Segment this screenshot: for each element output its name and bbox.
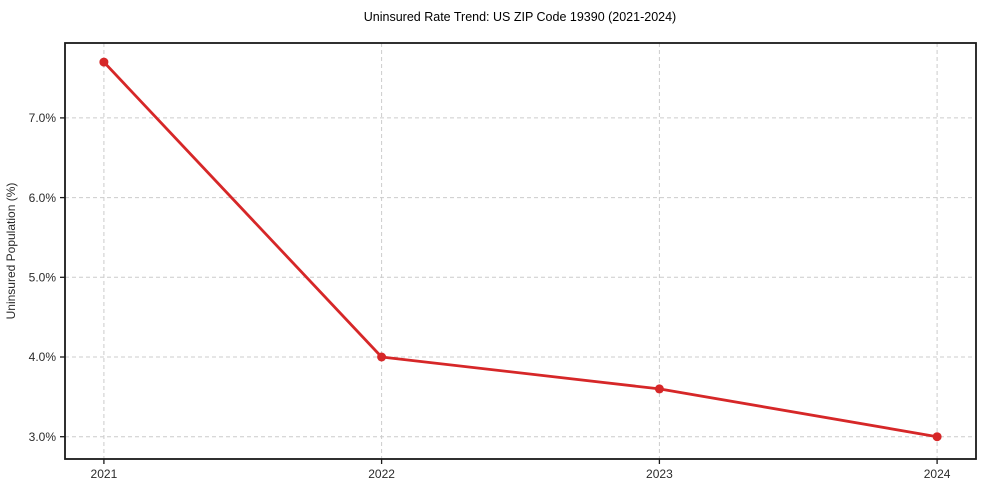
data-point-marker	[932, 432, 942, 442]
x-tick-label: 2021	[91, 467, 118, 481]
y-axis-label: Uninsured Population (%)	[4, 183, 18, 320]
x-tick-label: 2024	[924, 467, 951, 481]
y-tick-label: 7.0%	[29, 111, 57, 125]
data-point-marker	[377, 352, 387, 362]
plot-layer: 3.0% 4.0% 5.0% 6.0% 7.0% 2021 2022 2023 2024	[29, 42, 977, 481]
y-tick-label: 6.0%	[29, 191, 57, 205]
y-tick-label: 5.0%	[29, 271, 57, 285]
axes-spines	[64, 42, 977, 460]
data-point-marker	[99, 57, 109, 67]
data-point-marker	[654, 384, 664, 394]
x-tick-label: 2023	[646, 467, 673, 481]
x-tick-label: 2022	[368, 467, 395, 481]
chart-title: Uninsured Rate Trend: US ZIP Code 19390 …	[364, 10, 676, 24]
trend-line	[102, 60, 939, 439]
y-tick-label: 3.0%	[29, 430, 57, 444]
y-tick-label: 4.0%	[29, 350, 57, 364]
